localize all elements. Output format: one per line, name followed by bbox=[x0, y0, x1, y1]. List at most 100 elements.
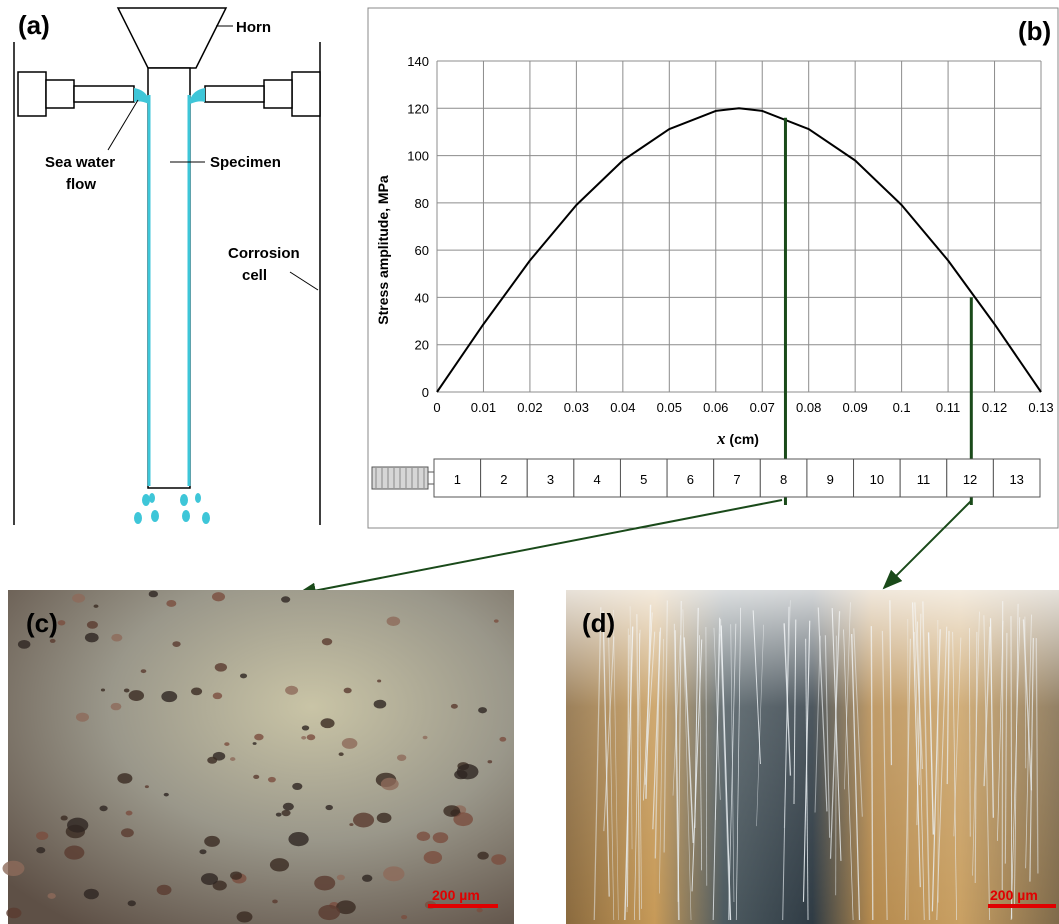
corrosion-pit bbox=[493, 619, 499, 623]
corrosion-pit bbox=[253, 774, 260, 779]
corrosion-pit bbox=[454, 770, 468, 780]
corrosion-pit bbox=[272, 899, 278, 904]
corrosion-pit bbox=[36, 831, 49, 841]
y-tick-label: 120 bbox=[407, 101, 429, 116]
x-axis-label: x (cm) bbox=[716, 429, 759, 448]
corrosion-pit bbox=[123, 688, 130, 693]
x-tick-label: 0.06 bbox=[703, 400, 728, 415]
droplet bbox=[180, 494, 188, 506]
micrograph-c bbox=[8, 590, 514, 924]
corrosion-pit bbox=[301, 725, 310, 731]
corrosion-pit bbox=[320, 718, 335, 729]
specimen-segment-label: 13 bbox=[1009, 472, 1023, 487]
corrosion-pit bbox=[75, 712, 89, 722]
scale-bar-c-label: 200 µm bbox=[432, 887, 480, 903]
corrosion-pit bbox=[72, 593, 86, 603]
horn-label: Horn bbox=[236, 19, 271, 36]
corrosion-pit bbox=[288, 831, 309, 847]
corrosion-pit bbox=[275, 812, 282, 817]
chart-grid bbox=[436, 60, 1042, 393]
panel-b: (b) 0 0.01 0.02 0.03 0.04 0.05 0.06 0.07 0.08 0.0… bbox=[367, 7, 1059, 529]
panel-d: (d) 200 µm bbox=[566, 590, 1059, 924]
x-tick-label: 0.05 bbox=[657, 400, 682, 415]
corrosion-pit bbox=[285, 685, 299, 695]
corrosion-pit bbox=[396, 754, 407, 761]
x-tick-label: 0.01 bbox=[471, 400, 496, 415]
corrosion-pit bbox=[254, 733, 264, 741]
corrosion-pit bbox=[36, 847, 46, 854]
corrosion-pit bbox=[67, 817, 89, 833]
specimen-segment-label: 7 bbox=[733, 472, 740, 487]
droplet bbox=[149, 493, 155, 503]
corrosion-pit bbox=[230, 757, 236, 761]
corrosion-pit bbox=[86, 621, 98, 629]
specimen-label: Specimen bbox=[210, 154, 281, 171]
corrosion-pit bbox=[383, 866, 405, 882]
corrosion-pit bbox=[17, 639, 31, 649]
corrosion-pit bbox=[211, 592, 226, 602]
nozzle-left-base bbox=[17, 71, 47, 117]
corrosion-pit bbox=[111, 633, 123, 642]
corrosion-pit bbox=[190, 687, 203, 696]
corrosion-pit bbox=[432, 832, 449, 844]
specimen-segment bbox=[946, 458, 994, 498]
corrosion-pit bbox=[64, 845, 85, 860]
corrosion-pit bbox=[57, 620, 66, 626]
corrosion-pit bbox=[200, 873, 219, 886]
specimen-segment-label: 11 bbox=[917, 472, 931, 487]
corrosion-pit bbox=[349, 823, 354, 827]
droplet bbox=[151, 510, 159, 522]
corrosion-pit bbox=[99, 805, 108, 812]
corrosion-pit bbox=[252, 742, 257, 745]
corrosion-pit bbox=[47, 893, 56, 899]
droplet bbox=[134, 512, 142, 524]
x-tick-label: 0.04 bbox=[610, 400, 635, 415]
corrosion-pit bbox=[125, 810, 133, 816]
specimen-segment-label: 10 bbox=[870, 472, 884, 487]
x-tick-label: 0.07 bbox=[750, 400, 775, 415]
corrosion-pit bbox=[120, 828, 134, 838]
corrosion-pit bbox=[172, 641, 181, 647]
droplet bbox=[195, 493, 201, 503]
corrosion-pit bbox=[93, 604, 99, 608]
specimen-segment bbox=[666, 458, 715, 498]
panel-a: (a) Horn Sea water flow Specimen Corrosi… bbox=[13, 7, 321, 525]
specimen-shape bbox=[147, 67, 191, 489]
corrosion-pit bbox=[163, 792, 169, 797]
specimen-segment bbox=[433, 458, 482, 498]
corrosion-pit bbox=[128, 690, 145, 701]
y-tick-label: 80 bbox=[415, 196, 429, 211]
corrosion-pit bbox=[281, 596, 291, 603]
corrosion-label-2: cell bbox=[242, 267, 267, 284]
water-droplets bbox=[134, 493, 210, 524]
corrosion-pit bbox=[49, 638, 56, 643]
specimen-segment bbox=[899, 458, 948, 498]
corrosion-pit bbox=[236, 911, 253, 923]
specimen-segment bbox=[806, 458, 855, 498]
corrosion-pit bbox=[423, 851, 443, 864]
chart-ticks: 0 0.01 0.02 0.03 0.04 0.05 0.06 0.07 0.08 0.09 0.1… bbox=[407, 54, 1053, 415]
nozzle-right-tip bbox=[204, 85, 265, 103]
corrosion-pit bbox=[214, 662, 228, 672]
corrosion-pit bbox=[341, 737, 358, 749]
corrosion-pit bbox=[2, 860, 25, 877]
corrosion-pit bbox=[127, 900, 136, 907]
nozzle-left-tip bbox=[73, 85, 135, 103]
corrosion-pit bbox=[207, 756, 218, 764]
corrosion-pit bbox=[166, 599, 177, 607]
x-axis-var: x bbox=[716, 429, 726, 448]
x-tick-label: 0.03 bbox=[564, 400, 589, 415]
x-tick-label: 0.08 bbox=[796, 400, 821, 415]
corrosion-pit bbox=[301, 736, 307, 740]
specimen-segment bbox=[573, 458, 621, 498]
corrosion-pit bbox=[292, 782, 303, 791]
corrosion-pit bbox=[84, 632, 99, 643]
x-tick-label: 0.13 bbox=[1028, 400, 1053, 415]
corrosion-pit bbox=[386, 616, 401, 627]
x-tick-label: 0.1 bbox=[893, 400, 911, 415]
corrosion-pit bbox=[282, 802, 294, 811]
corrosion-pits-c bbox=[2, 590, 507, 923]
droplet bbox=[142, 494, 150, 506]
water-jet-left bbox=[134, 88, 149, 104]
corrosion-pit bbox=[306, 734, 316, 741]
